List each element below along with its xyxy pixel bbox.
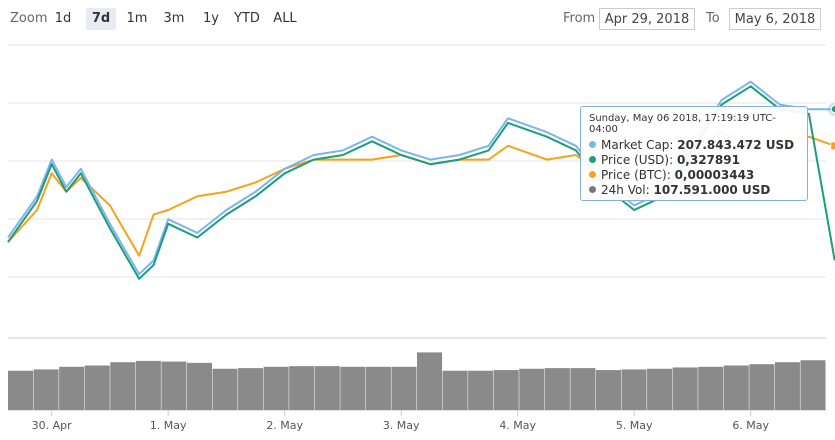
volume-bar bbox=[289, 366, 315, 410]
volume-bar bbox=[417, 352, 443, 410]
volume-bar bbox=[570, 368, 596, 410]
volume-bar bbox=[110, 362, 136, 410]
volume-bar bbox=[135, 360, 161, 410]
volume-bar bbox=[442, 370, 468, 410]
tooltip-row-price-usd: Price (USD): 0,327891 bbox=[589, 153, 799, 168]
volume-bar bbox=[672, 367, 698, 410]
range-selector: Zoom 1d 7d 1m 3m 1y YTD ALL From Apr 29,… bbox=[0, 0, 835, 38]
volume-bar bbox=[340, 366, 366, 410]
tooltip-label: Price (USD) bbox=[601, 153, 670, 167]
volume-bar bbox=[647, 368, 673, 410]
zoom-all-button[interactable]: ALL bbox=[273, 11, 297, 26]
zoom-1y-button[interactable]: 1y bbox=[203, 11, 219, 26]
volume-bar bbox=[33, 369, 59, 410]
to-date-input[interactable]: May 6, 2018 bbox=[729, 8, 821, 30]
zoom-1m-button[interactable]: 1m bbox=[126, 11, 148, 26]
volume-bar bbox=[800, 360, 826, 410]
volume-bar bbox=[314, 366, 340, 410]
tooltip-row-volume: 24h Vol: 107.591.000 USD bbox=[589, 183, 799, 198]
x-tick-label: 1. May bbox=[150, 419, 187, 432]
from-label: From bbox=[563, 11, 596, 26]
x-tick-label: 3. May bbox=[383, 419, 420, 432]
market-cap-dot-icon bbox=[589, 141, 596, 148]
price-usd-marker bbox=[830, 105, 835, 114]
tooltip-value: 0,00003443 bbox=[674, 168, 755, 182]
zoom-7d-button[interactable]: 7d bbox=[86, 8, 116, 30]
volume-bar bbox=[749, 364, 775, 410]
volume-bar bbox=[263, 366, 289, 410]
volume-bar bbox=[238, 368, 264, 410]
x-tick-label: 30. Apr bbox=[32, 419, 72, 432]
volume-bar bbox=[8, 370, 34, 410]
volume-bar bbox=[468, 370, 494, 410]
tooltip-label: Market Cap bbox=[601, 138, 670, 152]
x-tick-label: 6. May bbox=[732, 419, 769, 432]
volume-bar bbox=[698, 366, 724, 410]
from-date-input[interactable]: Apr 29, 2018 bbox=[599, 8, 695, 30]
tooltip-row-price-btc: Price (BTC): 0,00003443 bbox=[589, 168, 799, 183]
x-tick-label: 4. May bbox=[499, 419, 536, 432]
tooltip-row-market-cap: Market Cap: 207.843.472 USD bbox=[589, 138, 799, 153]
zoom-3m-button[interactable]: 3m bbox=[163, 11, 185, 26]
volume-bars bbox=[8, 352, 826, 410]
volume-bar bbox=[519, 368, 545, 410]
volume-bar bbox=[723, 365, 749, 410]
volume-dot-icon bbox=[589, 186, 596, 193]
tooltip-value: 107.591.000 USD bbox=[653, 183, 771, 197]
volume-bar bbox=[544, 368, 570, 410]
volume-bar bbox=[186, 362, 212, 410]
price-usd-dot-icon bbox=[589, 156, 596, 163]
tooltip-value: 207.843.472 USD bbox=[677, 138, 795, 152]
volume-bar bbox=[774, 362, 800, 410]
volume-bar bbox=[59, 366, 85, 410]
tooltip-value: 0,327891 bbox=[676, 153, 740, 167]
tooltip: Sunday, May 06 2018, 17:19:19 UTC-04:00 … bbox=[580, 106, 808, 201]
volume-bar bbox=[84, 365, 110, 410]
tooltip-header: Sunday, May 06 2018, 17:19:19 UTC-04:00 bbox=[589, 113, 776, 135]
volume-bar bbox=[212, 368, 238, 410]
x-tick-label: 5. May bbox=[616, 419, 653, 432]
volume-bar bbox=[595, 370, 621, 410]
volume-bar bbox=[391, 366, 417, 410]
zoom-ytd-button[interactable]: YTD bbox=[234, 11, 260, 26]
price-btc-marker bbox=[830, 141, 835, 151]
volume-bar bbox=[365, 366, 391, 410]
volume-bar bbox=[161, 361, 187, 410]
hover-markers bbox=[827, 102, 835, 151]
zoom-1d-button[interactable]: 1d bbox=[54, 11, 72, 26]
tooltip-label: 24h Vol bbox=[601, 183, 646, 197]
tooltip-label: Price (BTC) bbox=[601, 168, 667, 182]
price-btc-dot-icon bbox=[589, 171, 596, 178]
to-label: To bbox=[706, 11, 720, 26]
volume-bar bbox=[493, 370, 519, 410]
volume-bar bbox=[621, 369, 647, 410]
x-axis: 30. Apr 1. May 2. May 3. May 4. May 5. May 6. … bbox=[32, 410, 770, 432]
zoom-label: Zoom bbox=[10, 11, 48, 26]
x-tick-label: 2. May bbox=[266, 419, 303, 432]
